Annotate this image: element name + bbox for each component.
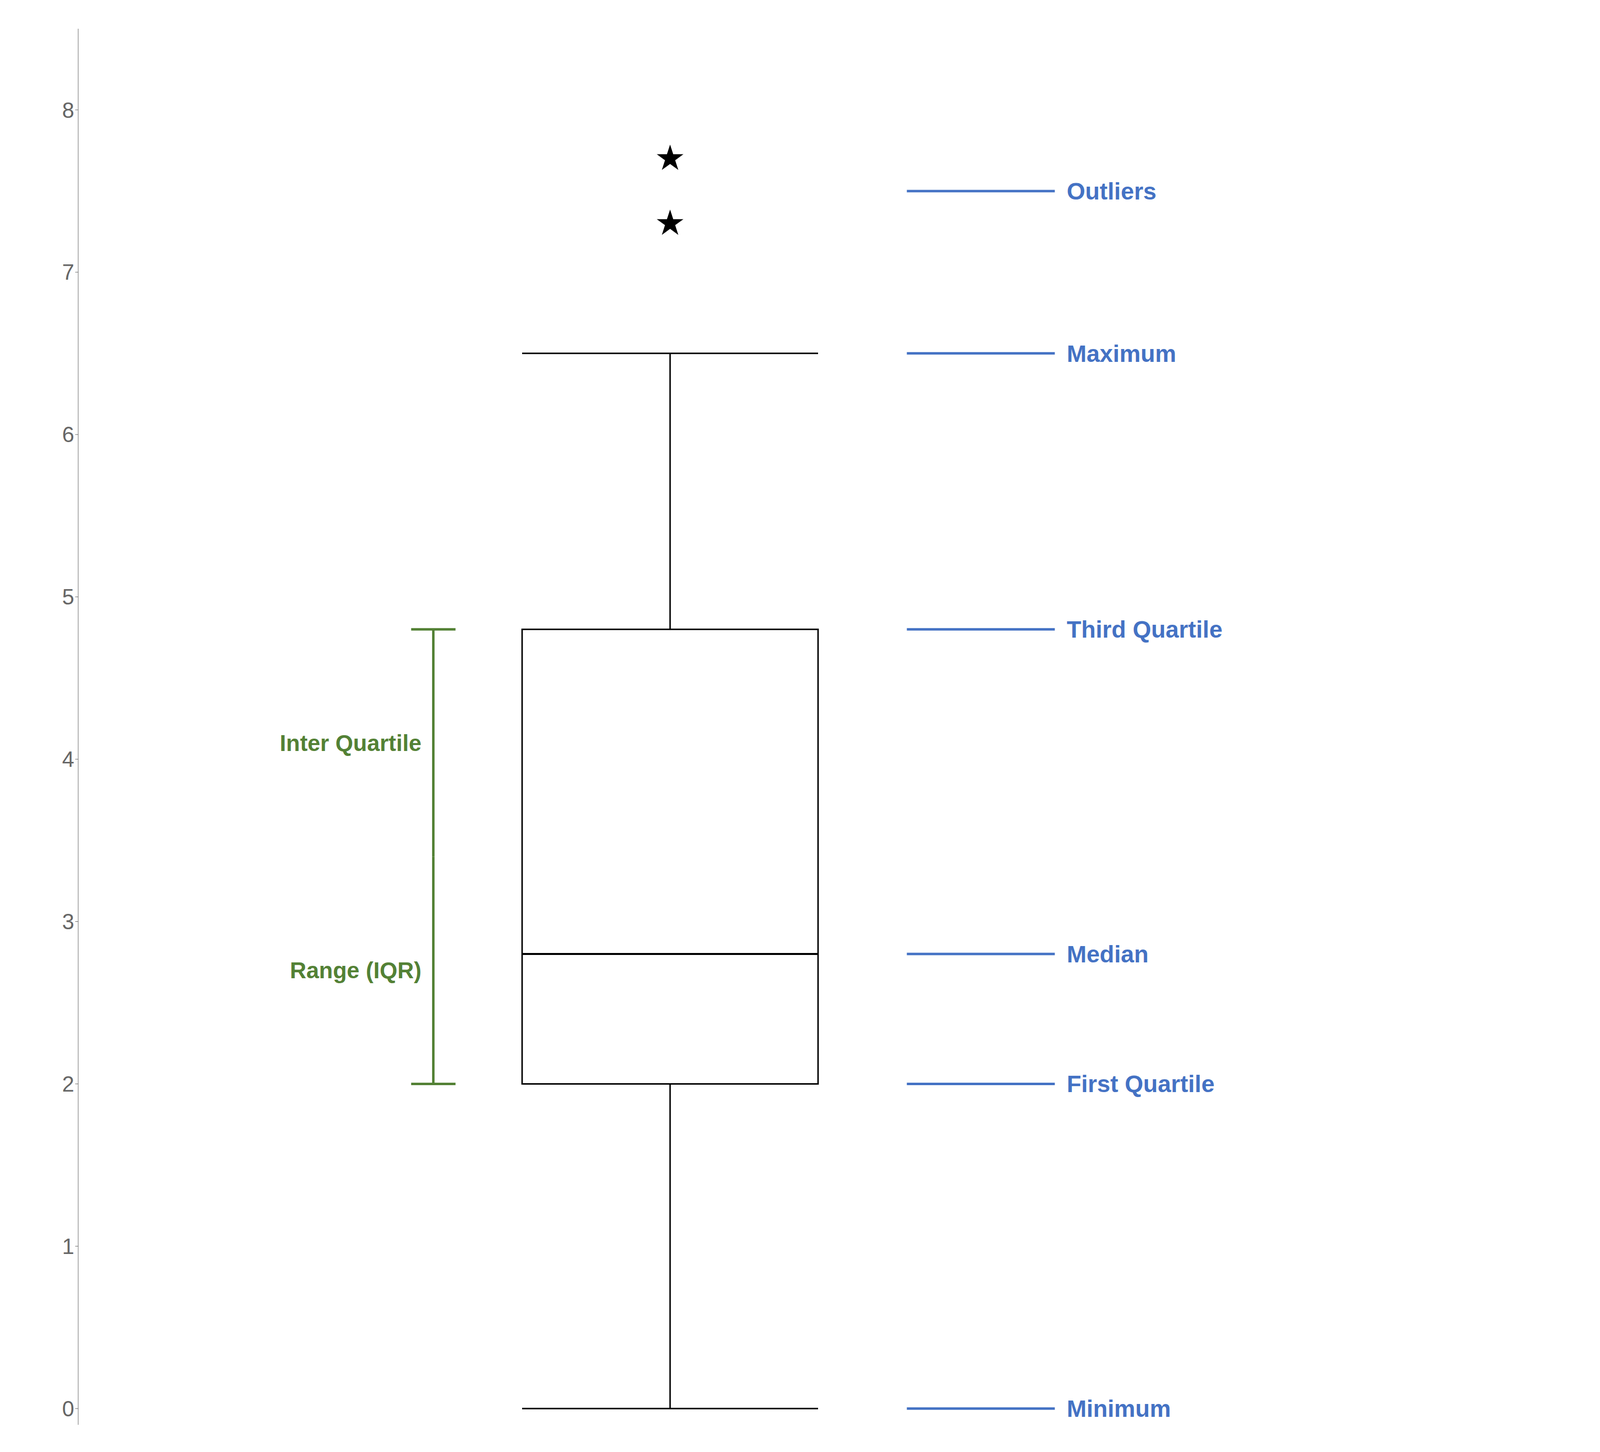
svg-text:Range (IQR): Range (IQR) (290, 957, 422, 983)
svg-text:Minimum: Minimum (1066, 1395, 1171, 1422)
svg-text:6: 6 (62, 422, 75, 447)
svg-text:2: 2 (62, 1071, 75, 1096)
svg-text:1: 1 (62, 1233, 75, 1259)
svg-text:Inter Quartile: Inter Quartile (279, 729, 422, 756)
svg-text:7: 7 (62, 259, 75, 285)
svg-text:Outliers: Outliers (1066, 178, 1157, 205)
svg-text:Third Quartile: Third Quartile (1066, 616, 1223, 643)
svg-text:4: 4 (62, 746, 75, 772)
svg-text:8: 8 (62, 97, 75, 123)
svg-text:Maximum: Maximum (1066, 340, 1176, 367)
svg-text:5: 5 (62, 584, 75, 609)
svg-text:0: 0 (62, 1396, 75, 1421)
svg-text:First Quartile: First Quartile (1066, 1070, 1215, 1097)
svg-text:Median: Median (1066, 940, 1149, 968)
svg-text:3: 3 (62, 909, 75, 934)
